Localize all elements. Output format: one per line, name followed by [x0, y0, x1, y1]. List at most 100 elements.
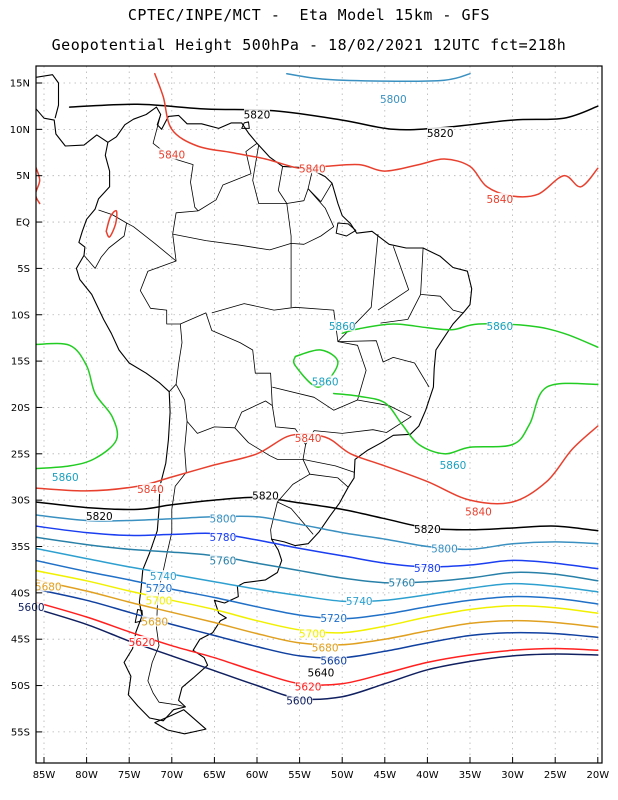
lat-tick-label: 40S	[11, 588, 30, 599]
lon-tick-label: 75W	[118, 770, 141, 781]
contour-label-backdrop	[150, 570, 177, 582]
contour-label: 5840	[299, 163, 326, 175]
lat-tick-label: EQ	[16, 218, 30, 229]
contour-label: 5860	[312, 376, 339, 388]
country-state-border	[211, 303, 367, 411]
contour-label: 5780	[414, 563, 441, 575]
contour-label-backdrop	[465, 505, 492, 517]
country-state-border	[380, 294, 421, 324]
contour-label: 5600	[286, 695, 313, 707]
country-state-border	[302, 459, 355, 473]
contour-label: 5820	[252, 491, 279, 503]
contour-label-backdrop	[320, 654, 347, 666]
chart-title-field: Geopotential Height 500hPa - 18/02/2021 …	[51, 36, 567, 54]
contour-label: 5640	[308, 668, 335, 680]
lat-tick-label: 20S	[11, 403, 30, 414]
contour-line-5840	[154, 72, 599, 198]
country-state-border	[252, 145, 287, 204]
south-america-coastline	[75, 106, 473, 722]
contour-line-5840	[105, 209, 118, 238]
contour-label-backdrop	[299, 627, 326, 639]
contour-label-backdrop	[209, 512, 236, 524]
country-state-border	[83, 222, 127, 269]
country-state-border	[305, 399, 412, 445]
contour-label: 5820	[427, 128, 454, 140]
contour-label: 5680	[312, 643, 339, 655]
lon-tick-label: 20W	[586, 770, 609, 781]
contour-line-5840	[36, 165, 41, 205]
contour-label-backdrop	[209, 531, 236, 543]
axis-ticks: 15N10N5NEQ5S10S15S20S25S30S35S40S45S50S5…	[10, 79, 609, 782]
lat-tick-label: 45S	[11, 635, 30, 646]
contour-line-5840	[36, 425, 599, 505]
contour-label-backdrop	[427, 127, 454, 139]
contour-label-backdrop	[146, 582, 173, 594]
contour-line-5700	[36, 569, 599, 634]
contour-label: 5600	[18, 602, 45, 614]
contour-label: 5760	[210, 555, 237, 567]
contour-label-backdrop	[295, 432, 322, 444]
contour-label-backdrop	[244, 108, 270, 120]
contour-label-backdrop	[18, 600, 45, 612]
contour-label: 5820	[244, 110, 271, 122]
contour-line-5880	[36, 342, 119, 470]
country-state-border	[172, 188, 335, 251]
contour-label-backdrop	[158, 148, 185, 160]
contour-label: 5680	[141, 617, 168, 629]
lon-tick-label: 85W	[33, 770, 56, 781]
country-state-border	[420, 247, 464, 314]
central-america-coastline	[36, 99, 109, 147]
country-state-border	[277, 166, 313, 204]
lat-tick-label: 15N	[10, 79, 30, 90]
country-state-border	[309, 473, 349, 488]
chart-title-model: CPTEC/INPE/MCT - Eta Model 15km - GFS	[127, 6, 491, 24]
tierra-del-fuego	[154, 709, 207, 735]
contour-label: 5860	[486, 321, 513, 333]
country-state-border	[377, 246, 410, 311]
contour-label: 5860	[52, 472, 79, 484]
contour-label: 5720	[146, 583, 173, 595]
central-america-caribbean-coast	[36, 74, 60, 119]
contour-label: 5660	[320, 656, 347, 668]
country-state-border	[197, 142, 258, 212]
contour-line-5820	[36, 496, 599, 532]
lon-tick-label: 80W	[75, 770, 98, 781]
contour-label: 5620	[129, 637, 156, 649]
graticule	[36, 66, 602, 763]
contour-label-backdrop	[52, 470, 79, 482]
lon-tick-label: 70W	[160, 770, 183, 781]
lat-tick-label: 5N	[16, 171, 30, 182]
country-state-border	[337, 234, 430, 388]
lat-tick-label: 50S	[11, 681, 30, 692]
contour-line-5820	[68, 103, 599, 131]
contour-label-backdrop	[86, 509, 113, 521]
contour-label: 5800	[380, 94, 407, 106]
contour-label: 5840	[158, 149, 185, 161]
contour-label: 5780	[210, 532, 237, 544]
contour-line-5800	[286, 72, 471, 82]
contour-line-5800	[36, 514, 599, 551]
country-state-border	[180, 312, 273, 428]
contour-line-5740	[36, 547, 599, 603]
lat-tick-label: 55S	[11, 727, 30, 738]
contour-line-5880	[332, 382, 599, 455]
lon-tick-label: 30W	[501, 770, 524, 781]
lon-tick-label: 45W	[373, 770, 396, 781]
country-state-border	[277, 459, 314, 535]
contour-label-backdrop	[312, 375, 339, 387]
contour-label: 5740	[150, 571, 177, 583]
contour-label-backdrop	[286, 694, 313, 706]
contour-label-backdrop	[35, 580, 62, 592]
contour-label: 5700	[299, 629, 326, 641]
contour-label-backdrop	[146, 594, 173, 606]
country-state-border	[139, 260, 183, 392]
contour-label-backdrop	[414, 522, 441, 534]
lon-tick-label: 55W	[288, 770, 311, 781]
contour-label-backdrop	[209, 554, 236, 566]
lat-tick-label: 5S	[17, 264, 30, 275]
contour-label-backdrop	[295, 680, 322, 692]
contour-label-backdrop	[137, 483, 164, 495]
contour-line-5760	[36, 536, 599, 584]
contour-label-backdrop	[414, 561, 441, 573]
lon-tick-label: 60W	[246, 770, 269, 781]
